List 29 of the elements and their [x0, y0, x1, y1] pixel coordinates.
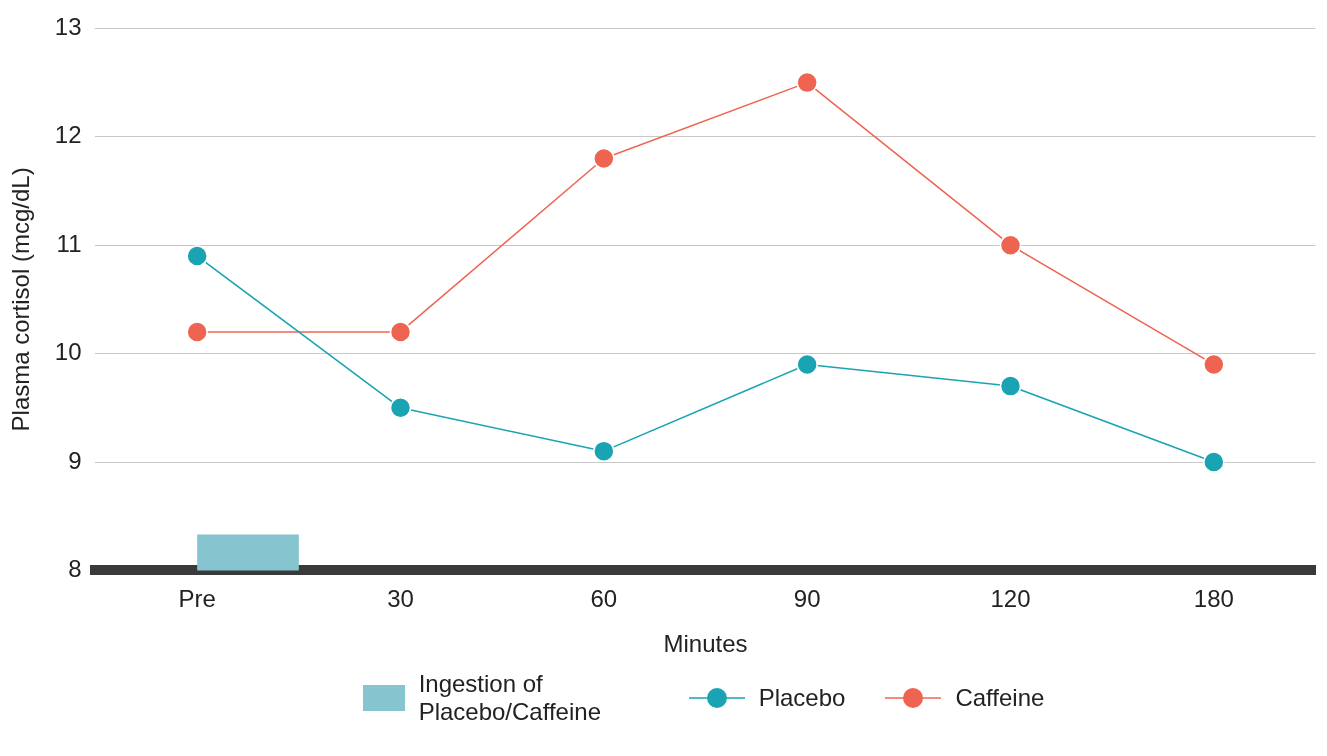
point	[999, 234, 1022, 256]
y-tick-label: 12	[54, 121, 82, 149]
x-tick-label: Pre	[178, 585, 216, 613]
y-tick-label: 9	[68, 446, 82, 474]
point	[796, 353, 818, 376]
point	[796, 71, 818, 94]
point	[389, 397, 412, 419]
x-axis-title: Minutes	[663, 630, 748, 658]
x-tick-label: 180	[1193, 585, 1234, 613]
y-tick-label: 8	[68, 555, 82, 583]
y-tick-label: 13	[54, 13, 82, 41]
x-tick-label: 120	[990, 585, 1031, 613]
point	[186, 245, 208, 267]
y-axis-title: Plasma cortisol (mcg/dL)	[7, 167, 35, 432]
x-tick-label: 30	[387, 585, 414, 613]
point	[389, 321, 412, 343]
point	[186, 321, 208, 343]
y-tick-label: 11	[56, 229, 82, 257]
point	[1203, 451, 1225, 473]
legend-label: Placebo	[758, 684, 846, 712]
x-tick-label: 90	[793, 585, 821, 613]
x-tick-label: 60	[590, 585, 618, 613]
point	[999, 375, 1022, 397]
y-tick-label: 10	[54, 338, 82, 366]
legend-label: Ingestion of Placebo/Caffeine	[418, 670, 602, 726]
point	[593, 440, 615, 462]
legend-label: Caffeine	[955, 684, 1045, 712]
point	[1203, 353, 1225, 376]
point	[593, 147, 615, 170]
